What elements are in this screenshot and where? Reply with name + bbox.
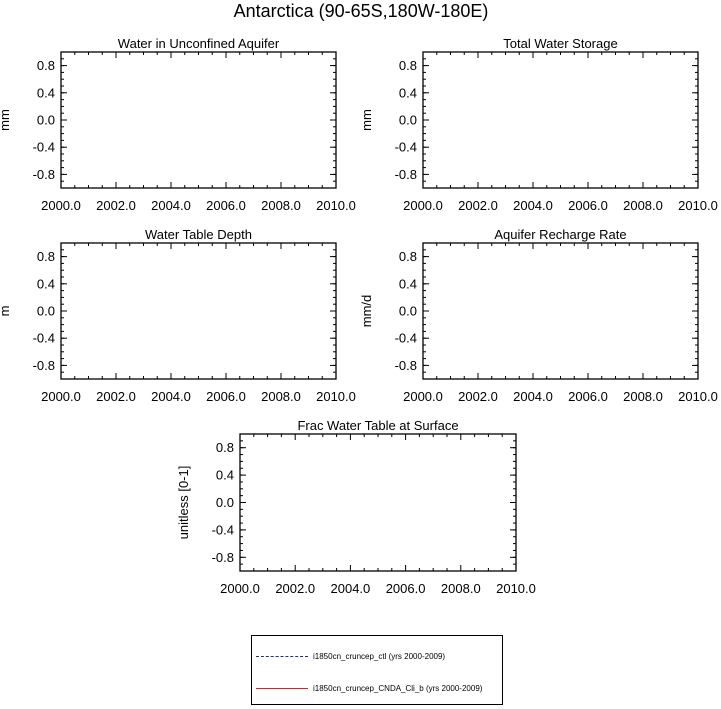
plot-frame	[60, 51, 337, 189]
x-tick-label: 2004.0	[151, 198, 191, 213]
x-tick-label: 2004.0	[331, 581, 371, 596]
legend-swatch-solid	[256, 688, 308, 689]
panel-title: Water Table Depth	[145, 227, 252, 242]
y-tick-label: -0.4	[33, 140, 55, 155]
y-tick-label: -0.4	[395, 331, 417, 346]
x-tick-label: 2000.0	[41, 389, 81, 404]
y-tick-label: -0.8	[33, 358, 55, 373]
x-tick-label: 2006.0	[206, 389, 246, 404]
chart-panel: Frac Water Table at Surface 2000.0 2002.0 2…	[176, 418, 536, 596]
y-tick-label: -0.4	[33, 331, 55, 346]
x-tick-label: 2000.0	[403, 389, 443, 404]
x-tick-label: 2002.0	[275, 581, 315, 596]
plot-frame	[239, 433, 517, 572]
y-axis-label: unitless [0-1]	[176, 466, 191, 540]
panel-title: Water in Unconfined Aquifer	[118, 36, 280, 51]
y-tick-label: 0.4	[216, 468, 234, 483]
x-tick-label: 2006.0	[206, 198, 246, 213]
x-tick-label: 2008.0	[623, 389, 663, 404]
y-tick-label: -0.8	[33, 167, 55, 182]
y-tick-label: 0.0	[216, 495, 234, 510]
y-tick-label: 0.4	[399, 276, 417, 291]
y-tick-label: 0.8	[399, 58, 417, 73]
y-tick-label: 0.8	[37, 249, 55, 264]
chart-panels: Water in Unconfined Aquifer 2000.0 2002.0 2…	[0, 36, 718, 596]
x-tick-label: 2008.0	[441, 581, 481, 596]
y-tick-label: -0.8	[395, 167, 417, 182]
y-tick-label: 0.8	[216, 440, 234, 455]
y-tick-label: 0.4	[399, 85, 417, 100]
x-tick-label: 2004.0	[151, 389, 191, 404]
x-tick-label: 2010.0	[496, 581, 536, 596]
legend: i1850cn_cruncep_ctl (yrs 2000-2009) i185…	[251, 635, 503, 705]
panel-title: Frac Water Table at Surface	[297, 418, 458, 433]
figure-title: Antarctica (90-65S,180W-180E)	[234, 1, 489, 21]
y-tick-label: 0.8	[37, 58, 55, 73]
x-tick-label: 2008.0	[261, 389, 301, 404]
x-tick-label: 2000.0	[220, 581, 260, 596]
x-tick-label: 2010.0	[316, 389, 356, 404]
x-tick-label: 2004.0	[513, 198, 553, 213]
x-tick-label: 2008.0	[261, 198, 301, 213]
y-tick-label: 0.4	[37, 276, 55, 291]
x-tick-label: 2000.0	[403, 198, 443, 213]
y-tick-label: 0.0	[399, 113, 417, 128]
plot-frame	[422, 51, 699, 189]
chart-panel: Aquifer Recharge Rate 2000.0 2002.0 2004.0 2…	[359, 227, 718, 404]
panel-title: Total Water Storage	[503, 36, 617, 51]
x-tick-label: 2002.0	[96, 198, 136, 213]
x-tick-label: 2010.0	[316, 198, 356, 213]
y-tick-label: 0.0	[37, 113, 55, 128]
legend-label: i1850cn_cruncep_CNDA_Cli_b (yrs 2000-200…	[313, 684, 483, 693]
x-tick-label: 2006.0	[386, 581, 426, 596]
y-tick-label: 0.8	[399, 249, 417, 264]
x-tick-label: 2002.0	[96, 389, 136, 404]
x-tick-label: 2006.0	[568, 389, 608, 404]
x-tick-label: 2002.0	[458, 389, 498, 404]
y-tick-label: -0.8	[212, 550, 234, 565]
chart-panel: Water Table Depth 2000.0 2002.0 2004.0 2006.…	[0, 227, 356, 404]
plot-frame	[60, 242, 337, 380]
x-tick-label: 2000.0	[41, 198, 81, 213]
y-axis-label: mm/d	[359, 295, 374, 328]
legend-label: i1850cn_cruncep_ctl (yrs 2000-2009)	[313, 652, 446, 661]
chart-panel: Total Water Storage 2000.0 2002.0 2004.0 200…	[359, 36, 718, 213]
y-tick-label: 0.0	[37, 304, 55, 319]
panel-title: Aquifer Recharge Rate	[494, 227, 626, 242]
y-axis-label: mm	[0, 109, 12, 131]
x-tick-label: 2006.0	[568, 198, 608, 213]
y-tick-label: 0.4	[37, 85, 55, 100]
plot-frame	[422, 242, 699, 380]
legend-item-cnda: i1850cn_cruncep_CNDA_Cli_b (yrs 2000-200…	[256, 682, 502, 696]
y-axis-label: mm	[359, 109, 374, 131]
legend-swatch-dashed	[256, 656, 308, 657]
y-tick-label: -0.4	[212, 522, 234, 537]
x-tick-label: 2004.0	[513, 389, 553, 404]
y-tick-label: 0.0	[399, 304, 417, 319]
x-tick-label: 2008.0	[623, 198, 663, 213]
y-tick-label: -0.8	[395, 358, 417, 373]
chart-panel: Water in Unconfined Aquifer 2000.0 2002.0 2…	[0, 36, 356, 213]
x-tick-label: 2010.0	[678, 198, 718, 213]
legend-item-ctl: i1850cn_cruncep_ctl (yrs 2000-2009)	[256, 650, 502, 664]
y-axis-label: m	[0, 306, 12, 317]
x-tick-label: 2002.0	[458, 198, 498, 213]
x-tick-label: 2010.0	[678, 389, 718, 404]
y-tick-label: -0.4	[395, 140, 417, 155]
